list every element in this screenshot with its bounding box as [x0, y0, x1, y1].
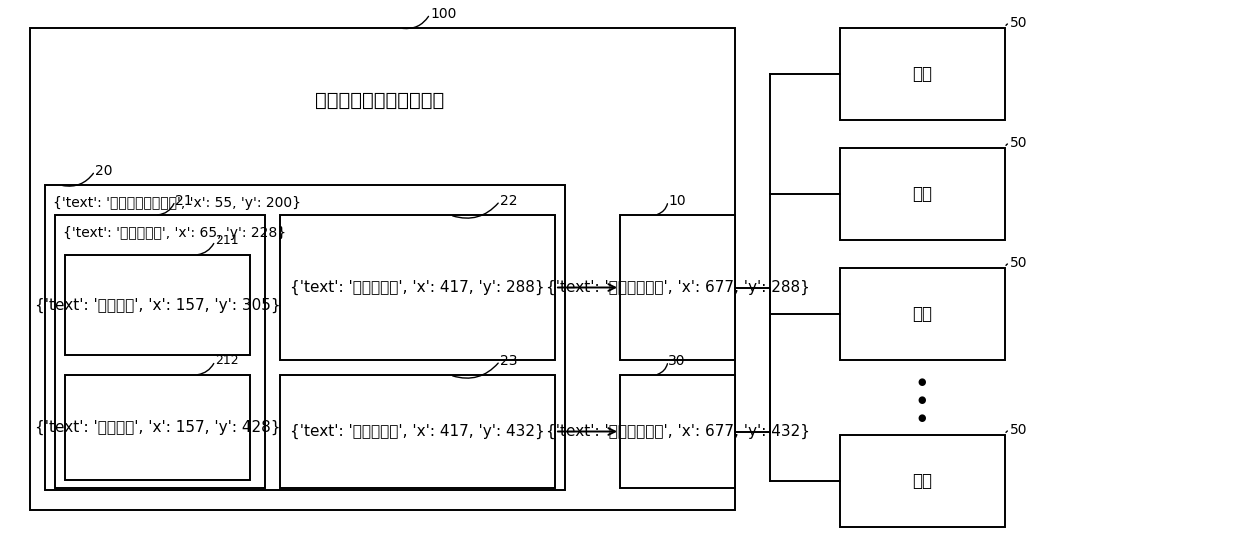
Bar: [64, 375, 250, 480]
Text: {'text': '计算性能分析模块', 'x': 55, 'y': 200}: {'text': '计算性能分析模块', 'x': 55, 'y': 200}: [53, 196, 301, 210]
Bar: [620, 375, 735, 488]
Bar: [839, 28, 1004, 120]
Text: 212: 212: [215, 354, 238, 368]
Bar: [839, 435, 1004, 527]
Bar: [280, 215, 556, 360]
Text: 内核: 内核: [913, 65, 932, 83]
Bar: [64, 255, 250, 355]
Text: 内核: 内核: [913, 472, 932, 490]
Text: 50: 50: [1011, 136, 1028, 150]
Text: ●
●
●: ● ● ●: [918, 377, 926, 423]
Text: {'text': '计算单元', 'x': 157, 'y': 305}: {'text': '计算单元', 'x': 157, 'y': 305}: [35, 297, 280, 312]
Text: 50: 50: [1011, 16, 1028, 30]
Text: {'text': '统计子模块', 'x': 417, 'y': 288}: {'text': '统计子模块', 'x': 417, 'y': 288}: [290, 280, 544, 295]
Text: 内核: 内核: [913, 305, 932, 323]
Text: {'text': '分析子模块', 'x': 65, 'y': 228}: {'text': '分析子模块', 'x': 65, 'y': 228}: [63, 226, 286, 240]
Bar: [45, 185, 565, 490]
Text: 21: 21: [175, 194, 192, 208]
Text: {'text': '频点设置模块', 'x': 677, 'y': 288}: {'text': '频点设置模块', 'x': 677, 'y': 288}: [546, 280, 810, 295]
Text: {'text': '频率调整模块', 'x': 677, 'y': 432}: {'text': '频率调整模块', 'x': 677, 'y': 432}: [546, 424, 810, 439]
Text: 50: 50: [1011, 256, 1028, 270]
Text: 23: 23: [500, 354, 517, 368]
Text: {'text': '验算单元', 'x': 157, 'y': 428}: {'text': '验算单元', 'x': 157, 'y': 428}: [35, 420, 280, 435]
Bar: [620, 215, 735, 360]
Bar: [30, 28, 735, 510]
Text: {'text': '判断子模块', 'x': 417, 'y': 432}: {'text': '判断子模块', 'x': 417, 'y': 432}: [290, 424, 544, 439]
Text: 计算设备的芯片调频装置: 计算设备的芯片调频装置: [315, 90, 445, 109]
Text: 211: 211: [215, 234, 238, 248]
Text: 50: 50: [1011, 423, 1028, 437]
Text: 30: 30: [668, 354, 686, 368]
Text: 10: 10: [668, 194, 686, 208]
Bar: [55, 215, 265, 488]
Bar: [280, 375, 556, 488]
Text: 内核: 内核: [913, 185, 932, 203]
Text: 20: 20: [95, 164, 113, 178]
Text: 100: 100: [430, 7, 456, 21]
Bar: [839, 148, 1004, 240]
Text: 22: 22: [500, 194, 517, 208]
Bar: [839, 268, 1004, 360]
